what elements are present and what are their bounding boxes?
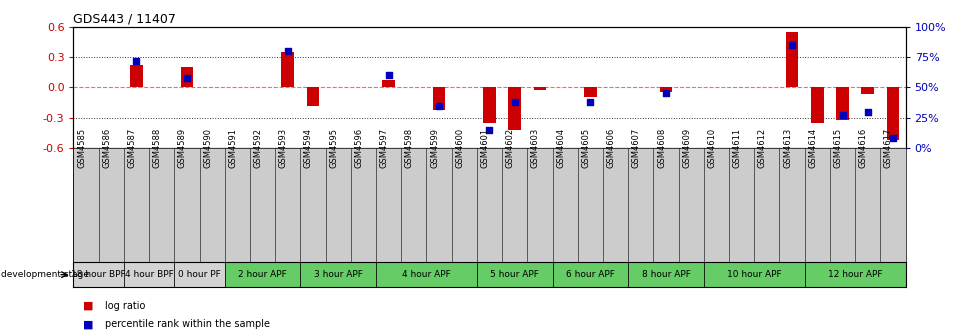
Bar (628, 262, 703, 287)
Bar (476, 262, 552, 287)
Text: percentile rank within the sample: percentile rank within the sample (105, 319, 270, 329)
Bar (785, 32, 798, 87)
Bar (432, 87, 445, 110)
Point (430, 103, 446, 108)
Bar (835, 87, 848, 120)
Bar (300, 262, 376, 287)
Text: 2 hour APF: 2 hour APF (238, 270, 287, 279)
Bar (552, 262, 628, 287)
Point (783, 42, 799, 48)
Bar (73, 262, 124, 287)
Text: 12 hour APF: 12 hour APF (827, 270, 881, 279)
Bar (659, 87, 672, 92)
Point (657, 91, 673, 96)
Point (884, 135, 900, 141)
Text: 3 hour APF: 3 hour APF (313, 270, 362, 279)
Text: 0 hour PF: 0 hour PF (178, 270, 221, 279)
Bar (382, 80, 394, 87)
Bar (306, 87, 319, 106)
Bar (508, 87, 520, 130)
Bar (533, 87, 546, 90)
Text: development stage: development stage (1, 270, 89, 279)
Bar (124, 262, 174, 287)
Bar (886, 87, 899, 140)
Text: ■: ■ (83, 319, 94, 329)
Bar (180, 67, 193, 87)
Text: 6 hour APF: 6 hour APF (565, 270, 614, 279)
Point (859, 109, 874, 114)
Point (380, 73, 396, 78)
Bar (810, 87, 822, 123)
Bar (130, 65, 143, 87)
Bar (376, 262, 476, 287)
Bar (282, 52, 293, 87)
Point (507, 99, 522, 104)
Point (280, 48, 295, 54)
Text: 10 hour APF: 10 hour APF (727, 270, 780, 279)
Bar (804, 262, 905, 287)
Point (481, 127, 497, 132)
Text: 4 hour APF: 4 hour APF (402, 270, 451, 279)
Bar (174, 262, 225, 287)
Bar (584, 87, 596, 97)
Text: log ratio: log ratio (105, 301, 145, 311)
Text: ■: ■ (83, 301, 94, 311)
Bar (483, 87, 495, 123)
Point (834, 113, 850, 118)
Text: 18 hour BPF: 18 hour BPF (71, 270, 126, 279)
Text: 5 hour APF: 5 hour APF (490, 270, 539, 279)
Bar (861, 87, 873, 94)
Bar (703, 262, 804, 287)
Text: 8 hour APF: 8 hour APF (641, 270, 689, 279)
Point (128, 58, 144, 64)
Text: 4 hour BPF: 4 hour BPF (124, 270, 173, 279)
Text: GDS443 / 11407: GDS443 / 11407 (73, 13, 176, 26)
Bar (225, 262, 300, 287)
Point (582, 99, 598, 104)
Point (179, 75, 195, 80)
